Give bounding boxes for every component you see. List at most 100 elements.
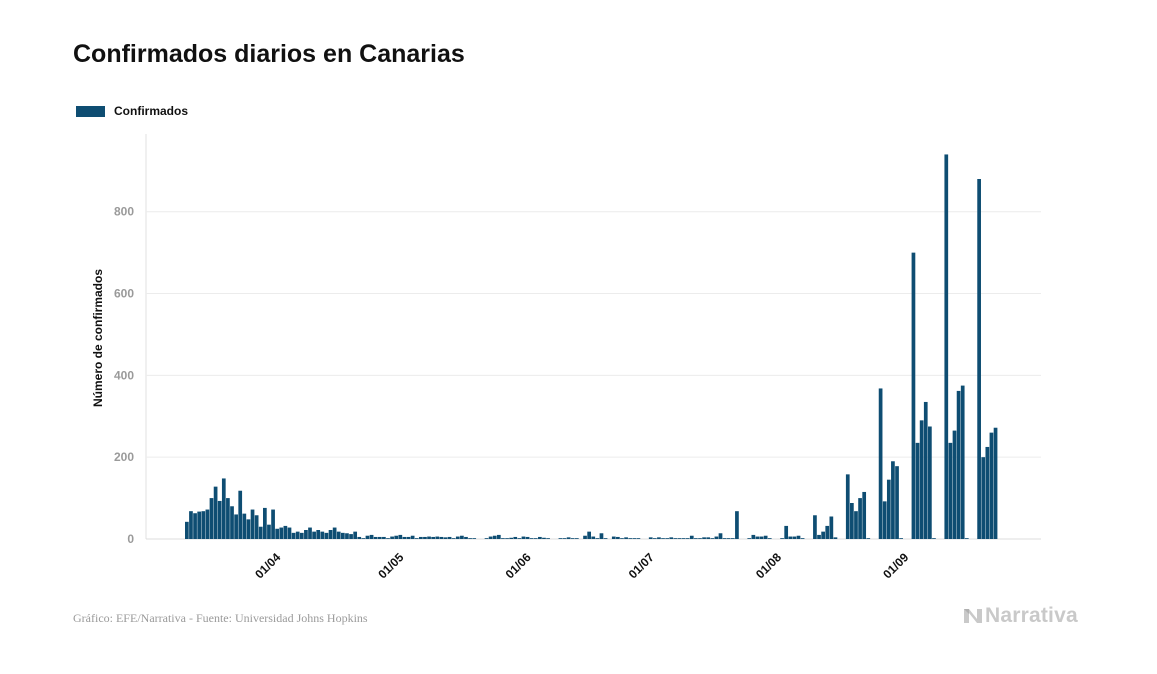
bar-19 xyxy=(263,507,267,539)
bar-65 xyxy=(451,538,456,539)
bar-123 xyxy=(689,535,694,539)
bar-154 xyxy=(817,534,821,539)
bar-108 xyxy=(628,538,633,539)
bar-3 xyxy=(197,511,202,539)
bar-158 xyxy=(833,537,838,539)
bar-117 xyxy=(665,538,669,539)
bar-39 xyxy=(345,533,349,539)
bar-56 xyxy=(414,538,419,539)
bar-138 xyxy=(751,534,756,539)
bar-92 xyxy=(562,538,567,539)
x-tick-label-0: 01/04 xyxy=(252,550,283,581)
y-tick-label-800: 800 xyxy=(114,205,134,219)
bar-99 xyxy=(591,536,596,539)
bar-58 xyxy=(423,536,427,539)
y-tick-label-200: 200 xyxy=(114,450,134,464)
bar-69 xyxy=(468,538,472,539)
bar-54 xyxy=(406,536,411,539)
bar-194 xyxy=(981,457,986,539)
bar-30 xyxy=(308,527,312,539)
bar-170 xyxy=(882,501,887,539)
bar-169 xyxy=(878,388,883,539)
bar-122 xyxy=(685,538,690,539)
y-tick-label-600: 600 xyxy=(114,287,134,301)
y-axis-label: Número de confirmados xyxy=(91,269,105,407)
bar-33 xyxy=(320,531,325,539)
bar-114 xyxy=(652,538,657,539)
bar-47 xyxy=(377,536,382,539)
bar-174 xyxy=(899,538,903,539)
bar-57 xyxy=(418,536,423,539)
bar-28 xyxy=(299,532,304,539)
bar-173 xyxy=(895,466,899,539)
bar-38 xyxy=(340,532,345,539)
bar-98 xyxy=(587,531,591,539)
brand-name: Narrativa xyxy=(985,604,1078,627)
bar-35 xyxy=(328,530,333,539)
bar-93 xyxy=(566,537,571,539)
bar-29 xyxy=(304,530,308,539)
bar-120 xyxy=(677,538,682,539)
bar-125 xyxy=(698,538,702,539)
bar-164 xyxy=(858,498,862,539)
bar-107 xyxy=(624,537,628,539)
bar-8 xyxy=(217,500,222,539)
bar-17 xyxy=(254,515,259,539)
bar-128 xyxy=(710,538,715,539)
bar-68 xyxy=(464,536,468,539)
bar-81 xyxy=(517,538,522,539)
bar-7 xyxy=(213,486,218,539)
bar-87 xyxy=(542,537,546,539)
x-tick-label-4: 01/08 xyxy=(753,550,784,581)
brand-logo: Narrativa xyxy=(963,604,1078,628)
x-tick-label-1: 01/05 xyxy=(375,550,406,581)
bar-91 xyxy=(558,538,563,539)
bar-26 xyxy=(291,532,296,539)
bar-110 xyxy=(636,538,641,539)
bar-24 xyxy=(283,525,288,539)
bar-147 xyxy=(788,536,793,539)
bar-23 xyxy=(279,527,284,539)
legend: Confirmados xyxy=(76,104,188,118)
bar-63 xyxy=(443,537,448,539)
bar-94 xyxy=(570,538,575,539)
bar-67 xyxy=(460,535,464,539)
bar-149 xyxy=(796,535,801,539)
bar-126 xyxy=(702,537,706,539)
bar-12 xyxy=(234,514,238,539)
y-tick-label-400: 400 xyxy=(114,368,134,382)
bar-42 xyxy=(357,536,362,539)
bar-9 xyxy=(221,478,226,539)
bar-139 xyxy=(755,536,760,539)
legend-swatch xyxy=(76,105,105,117)
bar-172 xyxy=(891,461,895,539)
bar-78 xyxy=(505,538,509,539)
bar-48 xyxy=(382,536,386,539)
x-tick-label-3: 01/07 xyxy=(626,550,657,581)
bar-102 xyxy=(603,538,608,539)
bar-150 xyxy=(800,538,805,539)
bar-190 xyxy=(964,538,969,539)
bar-6 xyxy=(209,498,214,539)
chart-title: Confirmados diarios en Canarias xyxy=(73,40,465,68)
bar-32 xyxy=(316,530,321,539)
bar-178 xyxy=(915,442,920,539)
bar-187 xyxy=(952,430,957,539)
bar-52 xyxy=(398,534,403,539)
bar-84 xyxy=(529,538,534,539)
bar-163 xyxy=(854,511,858,539)
bar-165 xyxy=(862,491,867,539)
bar-4 xyxy=(201,511,206,539)
bar-137 xyxy=(747,538,752,539)
bar-188 xyxy=(956,390,961,539)
bar-2 xyxy=(193,513,197,539)
bar-43 xyxy=(361,538,366,539)
bar-140 xyxy=(759,536,764,539)
bar-20 xyxy=(267,524,271,539)
bar-197 xyxy=(993,427,998,539)
bar-196 xyxy=(989,432,994,539)
bar-80 xyxy=(513,536,518,539)
bar-119 xyxy=(673,538,678,539)
bar-74 xyxy=(488,536,493,539)
